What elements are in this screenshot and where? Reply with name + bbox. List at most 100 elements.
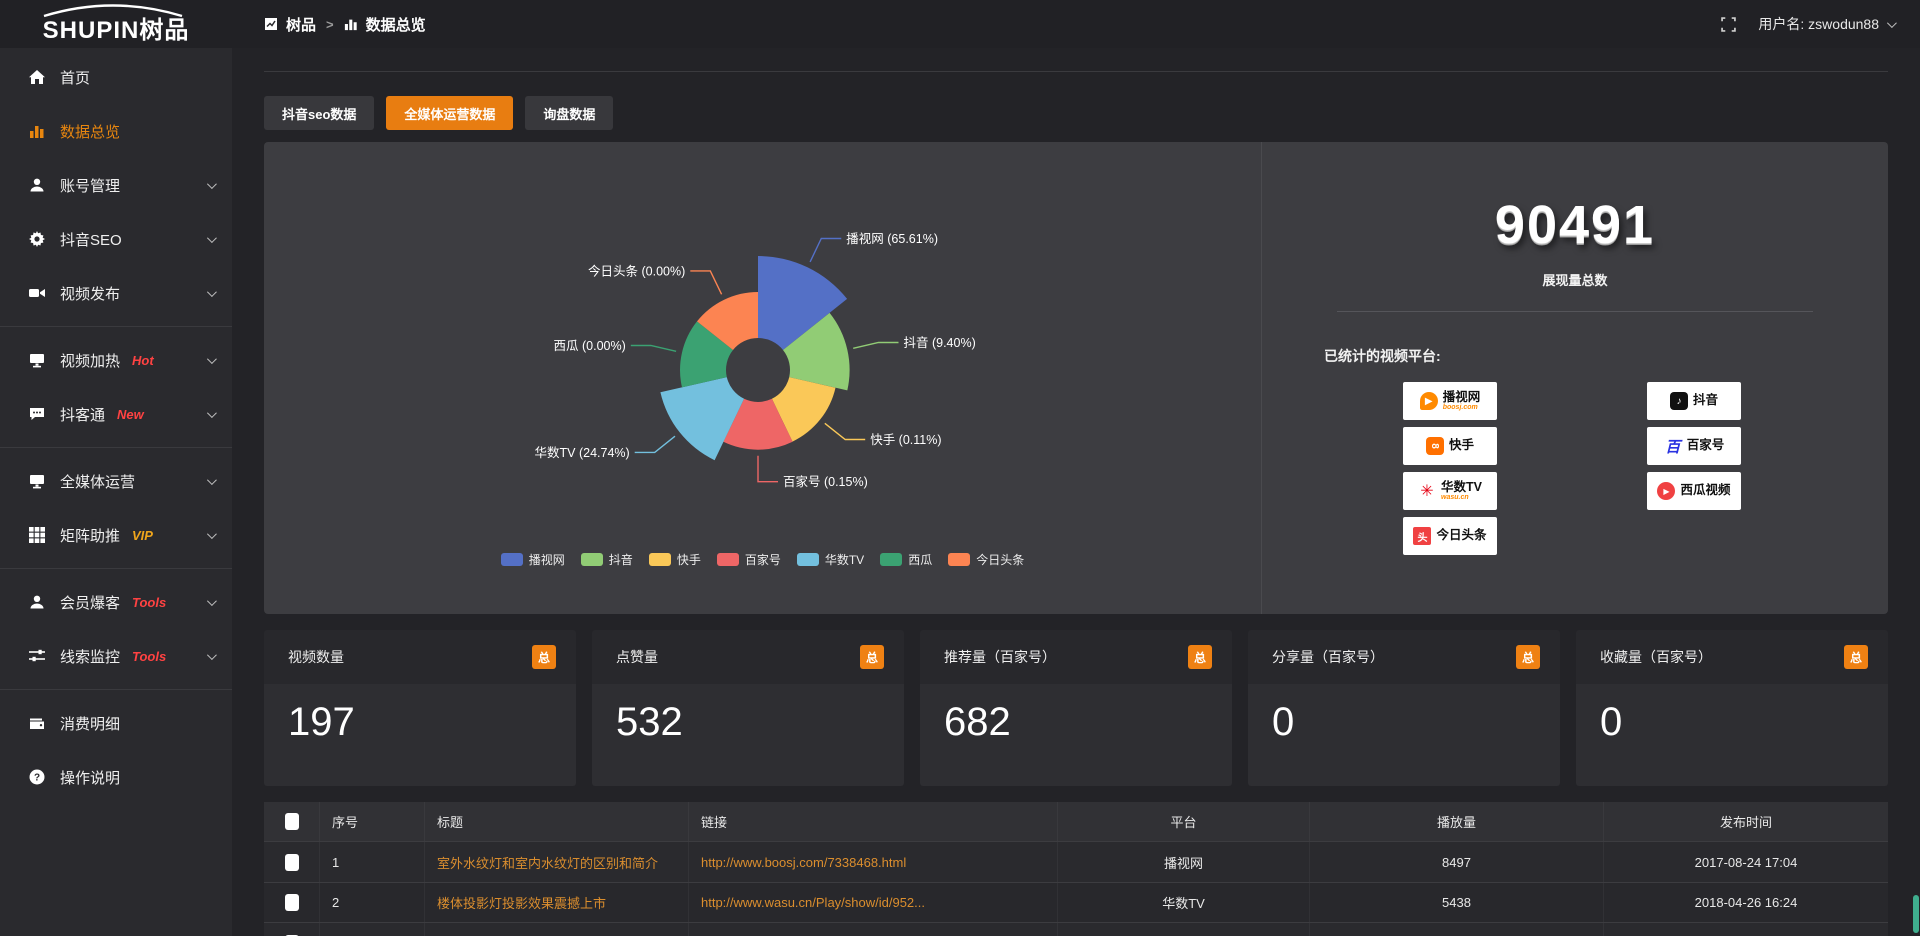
col-header-no[interactable]: 序号	[320, 802, 425, 841]
main-content: 抖音seo数据 全媒体运营数据 询盘数据 播视网 (65.61%) 抖音 (9.4…	[232, 48, 1920, 936]
row-checkbox[interactable]	[284, 853, 299, 871]
platform-badge-toutiao: 头 今日头条	[1403, 517, 1497, 555]
bar-chart-icon	[28, 122, 46, 140]
col-header-publish-time[interactable]: 发布时间	[1719, 815, 1772, 830]
new-badge: New	[117, 406, 144, 422]
vip-badge: VIP	[132, 527, 153, 543]
row-checkbox[interactable]	[284, 894, 299, 911]
stat-card-value: 0	[1600, 700, 1623, 744]
user-menu[interactable]: 用户名: zswodun88	[1758, 14, 1897, 34]
select-all-checkbox[interactable]	[284, 813, 299, 830]
breadcrumb-home[interactable]: 树品	[286, 16, 317, 34]
sidebar-item-member-baoke[interactable]: 会员爆客 Tools	[0, 575, 232, 629]
total-badge[interactable]: 总	[532, 645, 556, 669]
sidebar-item-instructions[interactable]: ? 操作说明	[0, 750, 232, 804]
sidebar-divider	[0, 447, 232, 448]
chevron-down-icon	[1886, 17, 1897, 28]
summary-divider	[1337, 311, 1813, 312]
sidebar-item-lead-monitoring[interactable]: 线索监控 Tools	[0, 629, 232, 683]
data-tabs: 抖音seo数据 全媒体运营数据 询盘数据	[264, 96, 1888, 130]
tab-omnimedia-data[interactable]: 全媒体运营数据	[386, 96, 514, 130]
sidebar-item-label: 消费明细	[60, 715, 121, 733]
tab-douyin-seo-data[interactable]: 抖音seo数据	[264, 96, 375, 130]
pie-label-今日头条: 今日头条 (0.00%)	[588, 263, 685, 278]
rose-pie-chart[interactable]: 播视网 (65.61%) 抖音 (9.40%) 快手 (0.11%) 百家号 (0.1…	[264, 142, 1262, 572]
sidebar-item-spending-details[interactable]: 消费明细	[0, 696, 232, 750]
tab-inquiry-data[interactable]: 询盘数据	[525, 96, 614, 130]
pie-slice-百家号	[723, 398, 793, 450]
sidebar-item-douyin-seo[interactable]: 抖音SEO	[0, 212, 232, 266]
cell-no: 1	[320, 842, 425, 882]
pie-label-百家号: 百家号 (0.15%)	[783, 474, 868, 489]
logo-arc-icon	[43, 4, 183, 18]
col-header-link[interactable]: 链接	[689, 802, 1058, 841]
user-icon	[28, 176, 46, 194]
legend-item-西瓜[interactable]: 西瓜	[880, 551, 932, 568]
sidebar-item-label: 视频加热	[60, 352, 121, 370]
sidebar-item-omnimedia-operation[interactable]: 全媒体运营	[0, 454, 232, 508]
pie-label-华数TV: 华数TV (24.74%)	[535, 445, 630, 460]
pie-slice-华数TV	[660, 377, 745, 461]
legend-item-播视网[interactable]: 播视网	[500, 551, 565, 568]
legend-item-抖音[interactable]: 抖音	[580, 551, 633, 568]
app-logo[interactable]: SHUPIN树品	[0, 0, 232, 48]
breadcrumb-separator: >	[326, 16, 334, 32]
legend-label: 西瓜	[908, 553, 933, 567]
sidebar-item-matrix-boost[interactable]: 矩阵助推 VIP	[0, 508, 232, 562]
sidebar-item-home[interactable]: 首页	[0, 50, 232, 104]
legend-label: 抖音	[608, 553, 633, 567]
legend-item-华数TV[interactable]: 华数TV	[796, 551, 864, 568]
platform-badge-douyin: ♪ 抖音	[1647, 382, 1741, 420]
xigua-logo-icon: ▶	[1657, 482, 1676, 500]
scrollbar-thumb[interactable]	[1913, 895, 1919, 933]
sidebar-item-video-publish[interactable]: 视频发布	[0, 266, 232, 320]
platform-badge-wasu: ✳ 华数TV wasu.cn	[1403, 472, 1497, 510]
sidebar-item-label: 数据总览	[60, 123, 121, 141]
sidebar-item-data-overview[interactable]: 数据总览	[0, 104, 232, 158]
question-circle-icon: ?	[28, 768, 46, 786]
chat-bubble-icon	[28, 405, 46, 423]
total-badge[interactable]: 总	[1516, 645, 1540, 669]
legend-item-快手[interactable]: 快手	[648, 551, 701, 568]
cell-title-link[interactable]: 楼体投影灯投影效果震撼上市	[425, 883, 689, 922]
col-header-platform[interactable]: 平台	[1058, 802, 1310, 841]
chevron-down-icon	[206, 353, 217, 364]
cell-platform: 播视网	[1058, 842, 1310, 882]
douyin-logo-icon: ♪	[1669, 392, 1688, 410]
legend-item-百家号[interactable]: 百家号	[716, 551, 781, 568]
col-header-plays[interactable]: 播放量	[1310, 802, 1604, 841]
legend-swatch	[648, 553, 671, 566]
legend-item-今日头条[interactable]: 今日头条	[948, 551, 1024, 568]
stat-card-shares: 分享量（百家号） 总 0	[1248, 630, 1560, 786]
cell-title-link[interactable]: 室外水纹灯和室内水纹灯的区别和简介	[425, 842, 689, 882]
total-badge[interactable]: 总	[1188, 645, 1212, 669]
pie-label-播视网: 播视网 (65.61%)	[846, 231, 938, 246]
pie-label-西瓜: 西瓜 (0.00%)	[554, 339, 626, 353]
total-badge[interactable]: 总	[1844, 645, 1868, 669]
chevron-down-icon	[206, 528, 217, 539]
sidebar-item-label: 全媒体运营	[60, 473, 136, 491]
cell-url-link[interactable]: http://www.boosj.com/7338468.html	[689, 842, 1058, 882]
total-badge[interactable]: 总	[860, 645, 884, 669]
col-header-title[interactable]: 标题	[425, 802, 689, 841]
cell-url-link[interactable]: http://www.wasu.cn/Play/show/id/952...	[689, 883, 1058, 922]
screen-icon	[28, 351, 46, 369]
sidebar-item-video-heat[interactable]: 视频加热 Hot	[0, 333, 232, 387]
top-bar: SHUPIN树品 树品 > 数据总览 用户名: zswodun88	[0, 0, 1920, 48]
tools-badge: Tools	[132, 648, 167, 664]
platform-badge-xigua: ▶ 西瓜视频	[1647, 472, 1741, 510]
content-top-divider	[264, 48, 1888, 72]
pie-slice-快手	[771, 377, 836, 442]
stat-card-recommendations: 推荐量（百家号） 总 682	[920, 630, 1232, 786]
tools-badge: Tools	[132, 594, 167, 610]
sidebar-divider	[0, 568, 232, 569]
home-icon	[28, 68, 46, 86]
sidebar-item-label: 账号管理	[60, 177, 121, 195]
chevron-down-icon	[206, 474, 217, 485]
sidebar-item-label: 首页	[60, 69, 91, 87]
sidebar-item-doukoutong[interactable]: 抖客通 New	[0, 387, 232, 441]
fullscreen-icon[interactable]	[1721, 16, 1737, 32]
sidebar-item-account-management[interactable]: 账号管理	[0, 158, 232, 212]
legend-label: 百家号	[744, 553, 781, 567]
legend-swatch	[500, 553, 523, 566]
